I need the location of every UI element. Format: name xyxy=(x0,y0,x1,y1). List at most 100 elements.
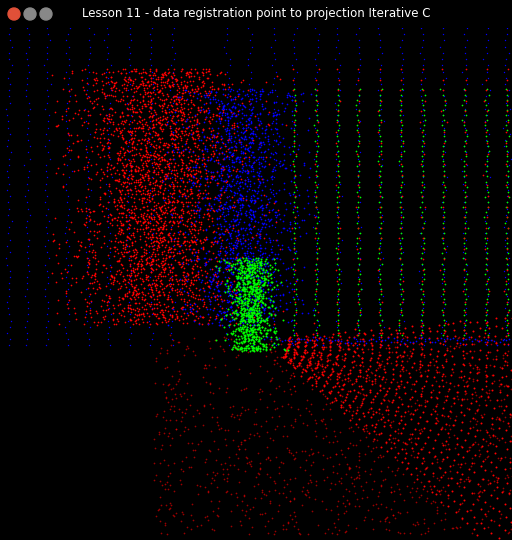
Point xyxy=(127,161,136,170)
Point xyxy=(299,96,307,105)
Point xyxy=(229,137,238,146)
Point xyxy=(160,429,168,437)
Point xyxy=(179,318,187,327)
Point xyxy=(238,201,246,210)
Point xyxy=(228,306,236,315)
Point xyxy=(418,276,426,285)
Point xyxy=(421,336,430,345)
Point xyxy=(182,275,190,284)
Point xyxy=(311,495,319,503)
Point xyxy=(356,304,365,313)
Point xyxy=(246,303,254,312)
Point xyxy=(223,465,231,474)
Point xyxy=(186,68,195,76)
Point xyxy=(100,261,108,270)
Point xyxy=(226,167,234,176)
Point xyxy=(488,414,497,422)
Point xyxy=(147,159,156,167)
Point xyxy=(178,289,186,298)
Point xyxy=(268,117,276,126)
Point xyxy=(170,235,179,244)
Point xyxy=(81,145,90,153)
Point xyxy=(333,273,341,281)
Point xyxy=(262,238,270,246)
Point xyxy=(104,105,113,113)
Point xyxy=(213,71,221,79)
Point xyxy=(289,382,297,391)
Point xyxy=(175,247,183,256)
Point xyxy=(132,67,140,76)
Point xyxy=(8,61,16,70)
Point xyxy=(240,299,248,307)
Point xyxy=(143,153,152,161)
Point xyxy=(120,248,128,257)
Point xyxy=(307,90,315,98)
Point xyxy=(194,490,202,498)
Point xyxy=(4,136,12,144)
Point xyxy=(222,329,230,338)
Point xyxy=(85,111,93,119)
Point xyxy=(168,310,177,319)
Point xyxy=(333,298,341,306)
Point xyxy=(119,200,127,209)
Point xyxy=(226,55,234,63)
Point xyxy=(313,204,322,213)
Point xyxy=(247,312,255,320)
Point xyxy=(326,342,334,351)
Point xyxy=(96,193,104,201)
Point xyxy=(457,408,465,417)
Point xyxy=(136,205,144,213)
Point xyxy=(230,103,239,112)
Point xyxy=(284,318,292,326)
Point xyxy=(404,401,412,410)
Point xyxy=(271,110,280,119)
Point xyxy=(260,147,268,156)
Point xyxy=(229,268,238,276)
Point xyxy=(383,403,391,411)
Point xyxy=(41,105,49,113)
Point xyxy=(335,92,344,101)
Point xyxy=(161,423,169,432)
Point xyxy=(91,247,99,256)
Point xyxy=(167,372,176,380)
Point xyxy=(248,323,256,332)
Point xyxy=(190,88,198,97)
Point xyxy=(290,241,298,250)
Point xyxy=(98,85,106,94)
Point xyxy=(444,490,452,499)
Point xyxy=(378,357,387,366)
Point xyxy=(289,36,297,45)
Point xyxy=(244,202,252,211)
Point xyxy=(322,400,330,408)
Point xyxy=(130,178,138,186)
Point xyxy=(310,304,318,313)
Point xyxy=(305,173,313,181)
Point xyxy=(387,378,395,387)
Point xyxy=(335,310,343,319)
Point xyxy=(415,266,423,275)
Point xyxy=(402,366,410,374)
Point xyxy=(504,347,512,355)
Point xyxy=(323,454,331,462)
Point xyxy=(251,264,259,272)
Point xyxy=(222,304,230,313)
Point xyxy=(156,222,164,231)
Point xyxy=(123,142,132,151)
Point xyxy=(354,73,362,82)
Point xyxy=(271,310,279,319)
Point xyxy=(148,310,156,319)
Point xyxy=(84,173,92,181)
Point xyxy=(408,348,416,357)
Point xyxy=(224,265,232,273)
Point xyxy=(201,261,209,269)
Point xyxy=(185,245,194,254)
Point xyxy=(106,98,114,107)
Point xyxy=(82,285,90,294)
Point xyxy=(227,282,235,291)
Point xyxy=(172,123,180,132)
Point xyxy=(417,350,425,359)
Point xyxy=(235,106,243,114)
Point xyxy=(143,78,151,87)
Point xyxy=(190,116,199,124)
Point xyxy=(203,181,211,190)
